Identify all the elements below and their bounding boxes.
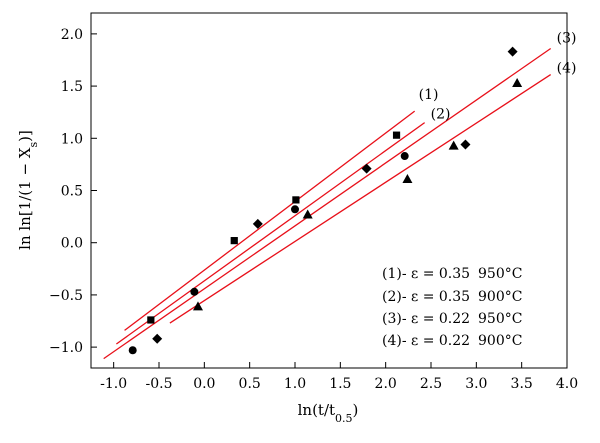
y-tick-label: −1.0 [49,340,83,356]
x-tick-label: -0.5 [146,376,173,392]
data-point-circle [400,152,409,161]
data-point-diamond [460,139,471,150]
data-point-square [147,316,155,324]
data-point-circle [128,346,137,355]
y-tick-label: −0.5 [49,288,83,304]
legend-label-1: (1)- ε = 0.35 [382,266,470,282]
legend-label-2: (2)- ε = 0.35 [382,289,470,305]
fit-lines [103,47,552,360]
line-tag-2: (2) [431,107,451,123]
x-tick-label: 3.0 [465,376,487,392]
line-tag-4: (4) [557,61,577,77]
y-axis-label: ln ln[1/(1 − Xs)] [16,130,40,250]
data-point-square [392,131,401,139]
x-tick-label: 1.5 [329,376,351,392]
x-tick-label: 0.0 [193,376,215,392]
x-tick-label: 1.0 [284,376,306,392]
data-point-triangle [448,140,459,150]
x-tick-label: 2.0 [375,376,397,392]
y-tick-label: 0.0 [61,236,83,252]
data-point-triangle [402,174,413,184]
legend-label-3: (3)- ε = 0.22 [382,311,470,327]
fit-line-1 [124,110,416,331]
data-point-diamond [361,163,372,174]
legend: (1)- ε = 0.35 950°C (2)- ε = 0.35 900°C … [382,266,522,349]
y-tick-label: 1.5 [61,79,83,95]
y-tick-label: 0.5 [61,184,83,200]
data-point-triangle [302,209,313,219]
data-point-triangle [512,77,523,87]
x-tick-label: 4.0 [556,376,578,392]
x-tick-label: 2.5 [420,376,442,392]
x-tick-label: 0.5 [239,376,261,392]
data-point-diamond [252,218,263,229]
line-tag-1: (1) [419,87,439,103]
y-tick-label: 2.0 [61,27,83,43]
x-axis-label: ln(t/t0.5) [298,401,359,425]
fit-line-2 [116,122,426,345]
data-point-diamond [507,46,518,57]
x-tick-label: 3.5 [511,376,533,392]
axes: -1.0 -0.5 0.0 0.5 1.0 1.5 2.0 2.5 3.0 3.5 4.0 −1.0 −… [49,27,578,392]
data-point-square [292,196,300,204]
x-tick-label: -1.0 [100,376,127,392]
fit-line-4 [169,74,552,324]
data-point-triangle [192,301,203,311]
legend-label-4: (4)- ε = 0.22 [382,333,470,349]
legend-temp-4: 900°C [478,333,522,349]
line-tags: (1) (2) (3) (4) [419,31,577,123]
legend-temp-3: 950°C [478,311,522,327]
legend-temp-2: 900°C [478,289,522,305]
y-tick-label: 1.0 [61,131,83,147]
data-point-square [230,237,238,245]
data-point-circle [190,287,199,296]
line-tag-3: (3) [557,31,577,47]
legend-temp-1: 950°C [478,266,522,282]
data-point-circle [291,205,299,214]
data-point-diamond [152,333,163,344]
data-markers [128,46,523,355]
fit-line-3 [103,47,552,360]
